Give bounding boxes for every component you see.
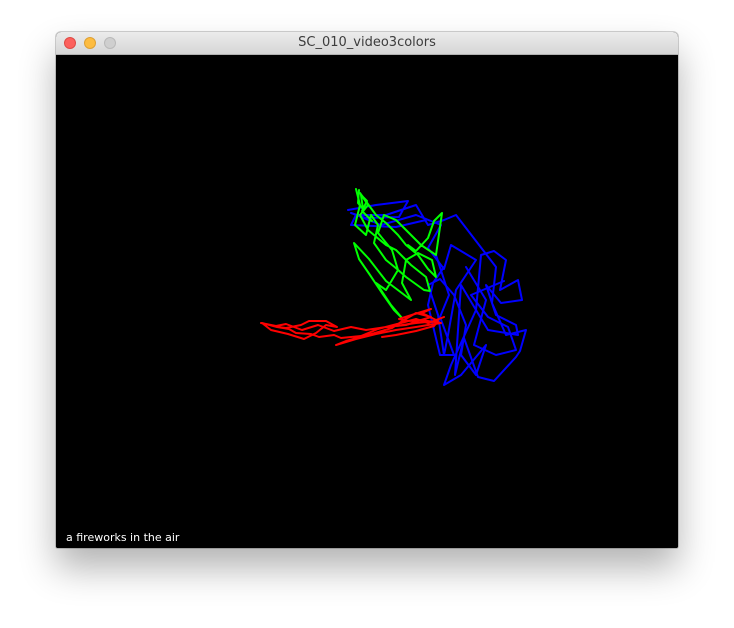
blue-stroke [465,266,517,356]
title-bar[interactable]: SC_010_video3colors [56,32,678,55]
close-icon[interactable] [64,37,76,49]
blue-stroke [427,254,455,356]
minimize-icon[interactable] [84,37,96,49]
caption-text: a fireworks in the air [66,531,180,544]
green-stroke [357,189,373,222]
red-stroke [260,308,445,346]
red-stroke [381,320,439,338]
app-window: SC_010_video3colors a fireworks in the a… [56,32,678,548]
zoom-icon[interactable] [104,37,116,49]
stroke-layer [260,188,527,386]
green-stroke [353,188,443,319]
blue-stroke [347,200,527,386]
drawing-canvas[interactable]: a fireworks in the air [56,55,678,548]
window-title: SC_010_video3colors [298,35,436,50]
